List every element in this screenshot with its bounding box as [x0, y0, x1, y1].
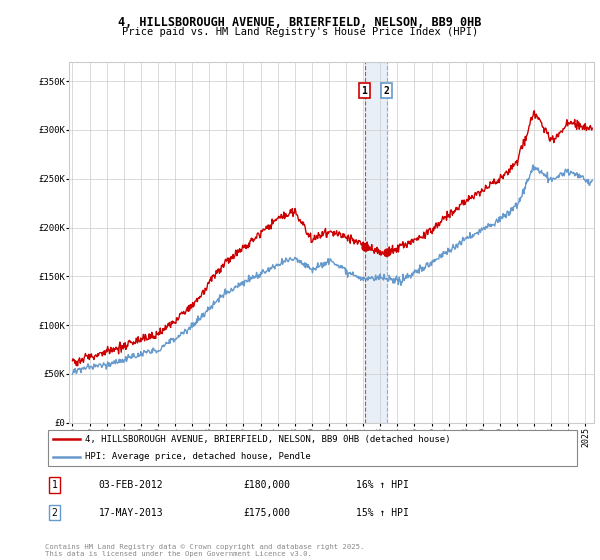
Text: 2: 2 — [52, 508, 58, 517]
Text: HPI: Average price, detached house, Pendle: HPI: Average price, detached house, Pend… — [85, 452, 311, 461]
Text: 4, HILLSBOROUGH AVENUE, BRIERFIELD, NELSON, BB9 0HB (detached house): 4, HILLSBOROUGH AVENUE, BRIERFIELD, NELS… — [85, 435, 451, 444]
Text: 16% ↑ HPI: 16% ↑ HPI — [356, 480, 409, 490]
Text: 17-MAY-2013: 17-MAY-2013 — [98, 508, 163, 517]
Text: 03-FEB-2012: 03-FEB-2012 — [98, 480, 163, 490]
Text: 1: 1 — [362, 86, 367, 96]
Text: £175,000: £175,000 — [244, 508, 290, 517]
Text: £180,000: £180,000 — [244, 480, 290, 490]
Text: 2: 2 — [383, 86, 389, 96]
Text: 4, HILLSBOROUGH AVENUE, BRIERFIELD, NELSON, BB9 0HB: 4, HILLSBOROUGH AVENUE, BRIERFIELD, NELS… — [118, 16, 482, 29]
Text: 15% ↑ HPI: 15% ↑ HPI — [356, 508, 409, 517]
Text: Contains HM Land Registry data © Crown copyright and database right 2025.
This d: Contains HM Land Registry data © Crown c… — [45, 544, 364, 557]
Bar — [365, 62, 386, 423]
FancyBboxPatch shape — [47, 430, 577, 466]
Text: Price paid vs. HM Land Registry's House Price Index (HPI): Price paid vs. HM Land Registry's House … — [122, 27, 478, 37]
Text: 1: 1 — [52, 480, 58, 490]
